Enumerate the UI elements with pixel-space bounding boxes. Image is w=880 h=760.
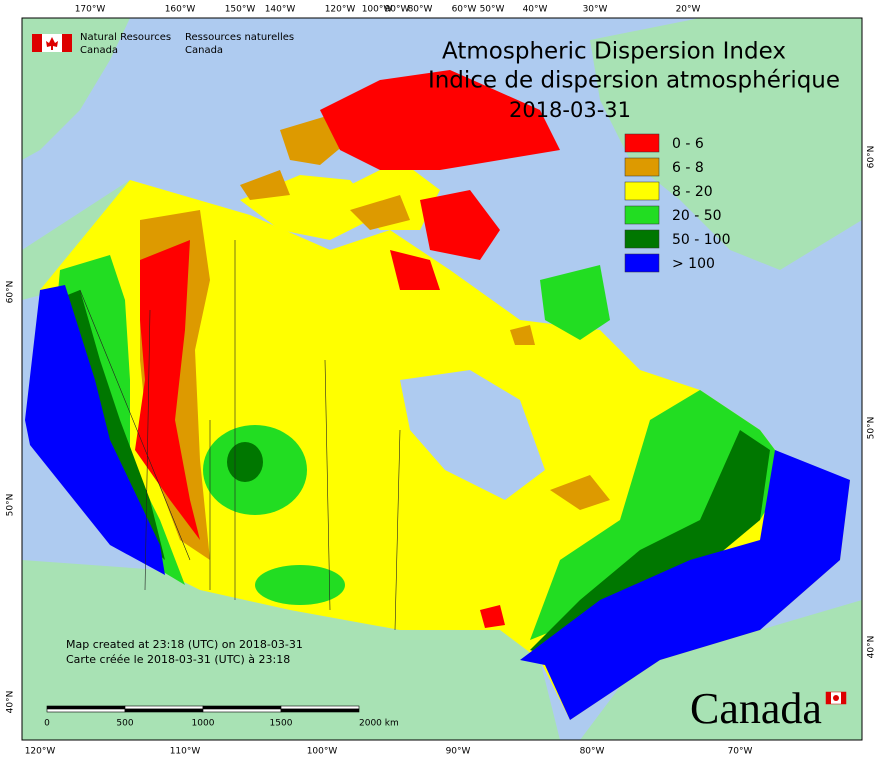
latitude-label: 50°N bbox=[867, 417, 877, 440]
org-name-en: Canada bbox=[80, 45, 118, 56]
longitude-label: 50°W bbox=[480, 5, 505, 15]
longitude-label: 30°W bbox=[583, 5, 608, 15]
scale-label: 0 bbox=[44, 719, 50, 729]
longitude-label: 140°W bbox=[265, 5, 296, 15]
org-name-en: Natural Resources bbox=[80, 32, 171, 43]
region bbox=[240, 115, 350, 200]
legend-swatch bbox=[624, 157, 660, 177]
legend-label: 6 - 8 bbox=[672, 160, 704, 176]
region bbox=[320, 70, 560, 290]
latitude-label: 60°N bbox=[867, 146, 877, 169]
longitude-label: 80°W bbox=[580, 747, 605, 757]
longitude-label: 20°W bbox=[676, 5, 701, 15]
hudson-bay bbox=[400, 370, 545, 500]
legend-swatch bbox=[624, 181, 660, 201]
map-frame bbox=[21, 17, 863, 741]
scale-segment bbox=[202, 708, 282, 713]
longitude-label: 40°W bbox=[523, 5, 548, 15]
legend-swatch bbox=[624, 133, 660, 153]
alaska-land bbox=[22, 180, 130, 300]
region bbox=[350, 195, 535, 345]
legend-swatch bbox=[624, 253, 660, 273]
alaska-land bbox=[22, 18, 130, 160]
longitude-label: 80°W bbox=[408, 5, 433, 15]
region bbox=[25, 285, 165, 575]
maple-leaf bbox=[46, 37, 58, 50]
scale-segment bbox=[46, 705, 126, 710]
longitude-label: 120°W bbox=[325, 5, 356, 15]
flag-bar bbox=[62, 34, 72, 52]
scale-segment bbox=[124, 708, 204, 713]
latitude-label: 60°N bbox=[6, 281, 16, 304]
map-note: Map created at 23:18 (UTC) on 2018-03-31 bbox=[66, 638, 303, 651]
wordmark-leaf bbox=[833, 695, 839, 701]
org-name-fr: Canada bbox=[185, 45, 223, 56]
map-area bbox=[21, 17, 863, 741]
scale-segment bbox=[124, 705, 204, 710]
province-border bbox=[79, 240, 401, 631]
org-name-fr: Ressources naturelles bbox=[185, 32, 294, 43]
wordmark-flag-bar bbox=[826, 692, 831, 704]
legend-label: 0 - 6 bbox=[672, 136, 704, 152]
scale-label: 2000 km bbox=[359, 719, 399, 729]
region bbox=[530, 390, 790, 640]
map-note: Carte créée le 2018-03-31 (UTC) à 23:18 bbox=[66, 653, 290, 666]
map-date: 2018-03-31 bbox=[509, 98, 631, 122]
scale-segment bbox=[46, 708, 126, 713]
government-signature: Natural Resources Canada Ressources natu… bbox=[32, 32, 294, 56]
region bbox=[480, 605, 505, 628]
longitude-label: 170°W bbox=[75, 5, 106, 15]
region bbox=[227, 442, 263, 482]
region bbox=[255, 565, 345, 605]
scale-segment bbox=[280, 708, 360, 713]
legend-label: 8 - 20 bbox=[672, 184, 713, 200]
scale-label: 500 bbox=[116, 719, 133, 729]
longitude-label: 70°W bbox=[728, 747, 753, 757]
scale-segment bbox=[280, 705, 360, 710]
region bbox=[520, 450, 850, 720]
region bbox=[530, 430, 770, 660]
wordmark-text: Canada bbox=[690, 684, 822, 733]
legend-swatch bbox=[624, 229, 660, 249]
longitude-label: 120°W bbox=[25, 747, 56, 757]
wordmark-flag-bar bbox=[841, 692, 846, 704]
region bbox=[240, 160, 500, 340]
longitude-label: 60°W bbox=[452, 5, 477, 15]
longitude-label: 110°W bbox=[170, 747, 201, 757]
usa-land bbox=[22, 560, 560, 740]
map-title: Indice de dispersion atmosphérique bbox=[428, 68, 840, 94]
longitude-label: 100°W bbox=[307, 747, 338, 757]
latitude-label: 40°N bbox=[6, 691, 16, 714]
latitude-label: 50°N bbox=[6, 494, 16, 517]
map-title: Atmospheric Dispersion Index bbox=[442, 39, 786, 65]
longitude-label: 90°W bbox=[446, 747, 471, 757]
legend-swatch bbox=[624, 205, 660, 225]
legend-label: 50 - 100 bbox=[672, 232, 731, 248]
legend-label: > 100 bbox=[672, 256, 715, 272]
scale-label: 1000 bbox=[192, 719, 215, 729]
region bbox=[540, 265, 610, 340]
scale-label: 1500 bbox=[270, 719, 293, 729]
graticule-labels: 170°W 160°W 150°W 140°W 120°W 100°W90°W80°W 60… bbox=[6, 5, 877, 757]
scale-bar: 0 500 1000 1500 2000 km bbox=[44, 705, 399, 729]
longitude-label: 160°W bbox=[165, 5, 196, 15]
greenland bbox=[590, 18, 862, 270]
legend: 0 - 6 6 - 8 8 - 20 20 - 50 50 - 100 > 100 bbox=[624, 133, 731, 273]
longitude-label: 90°W bbox=[385, 5, 410, 15]
canada-wordmark: Canada bbox=[690, 684, 847, 733]
scale-segment bbox=[202, 705, 282, 710]
latitude-label: 40°N bbox=[867, 636, 877, 659]
flag-bar bbox=[32, 34, 42, 52]
legend-label: 20 - 50 bbox=[672, 208, 722, 224]
usa-land bbox=[580, 600, 862, 740]
longitude-label: 100°W bbox=[362, 5, 393, 15]
longitude-label: 150°W bbox=[225, 5, 256, 15]
region bbox=[550, 475, 610, 510]
